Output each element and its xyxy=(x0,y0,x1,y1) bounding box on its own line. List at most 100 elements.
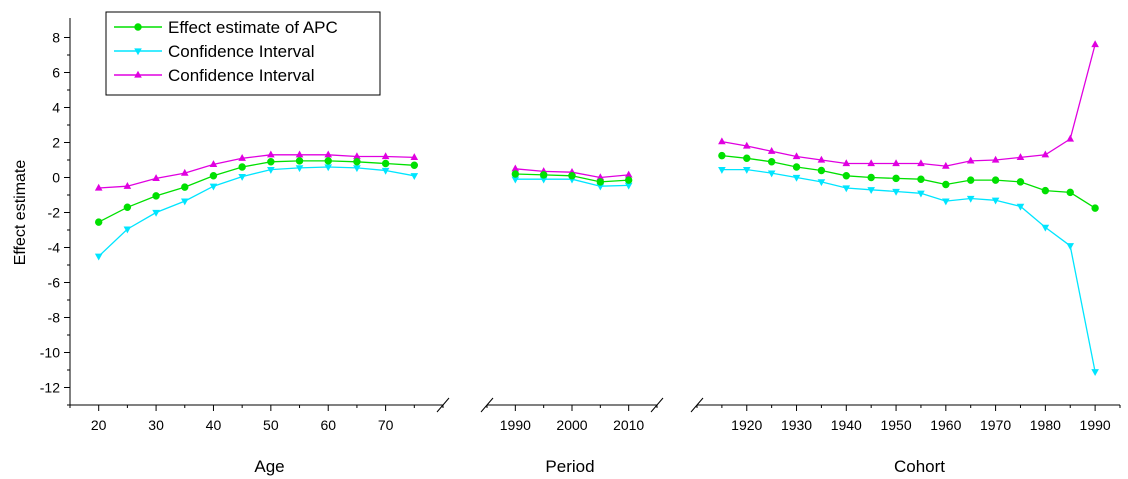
x-tick-label: 1980 xyxy=(1030,417,1061,433)
x-tick-label: 1930 xyxy=(781,417,812,433)
data-point xyxy=(381,159,390,168)
legend-label: Effect estimate of APC xyxy=(168,18,338,37)
series-2-2 xyxy=(718,40,1099,169)
y-tick-label: -6 xyxy=(48,275,61,291)
series-1-0 xyxy=(511,170,633,186)
x-tick-label: 1990 xyxy=(1080,417,1111,433)
data-point xyxy=(324,157,332,165)
data-point xyxy=(966,195,975,203)
x-tick-label: 60 xyxy=(320,417,336,433)
series-line xyxy=(721,44,1096,167)
data-point xyxy=(1091,204,1099,212)
data-point xyxy=(817,155,826,163)
y-axis-title: Effect estimate xyxy=(12,160,29,266)
data-point xyxy=(892,188,900,196)
data-point xyxy=(624,170,633,178)
data-point xyxy=(324,150,333,158)
y-tick-label: -2 xyxy=(48,205,61,221)
legend-box xyxy=(105,11,381,96)
data-point xyxy=(867,187,875,194)
data-point xyxy=(892,174,900,183)
series-line xyxy=(98,160,415,223)
y-tick-label: 2 xyxy=(52,135,60,151)
data-point xyxy=(817,166,826,175)
data-point xyxy=(842,172,850,180)
data-point xyxy=(718,167,726,174)
data-point xyxy=(209,172,218,180)
legend-label: Confidence Interval xyxy=(168,42,314,61)
data-point xyxy=(511,164,520,172)
data-point xyxy=(1041,186,1050,195)
data-point xyxy=(917,190,925,198)
data-point xyxy=(539,176,548,184)
data-point xyxy=(792,163,801,171)
data-point xyxy=(1091,40,1099,48)
y-tick-label: -4 xyxy=(48,240,61,256)
data-point xyxy=(152,174,160,181)
data-point xyxy=(767,147,776,154)
series-0-1 xyxy=(94,164,419,261)
panel-label: Period xyxy=(545,457,594,476)
data-point xyxy=(624,182,633,190)
data-point xyxy=(942,198,950,206)
data-point xyxy=(267,158,275,166)
data-point xyxy=(596,183,605,191)
legend-entry: Confidence Interval xyxy=(114,42,314,61)
data-point xyxy=(1091,369,1099,376)
series-line xyxy=(721,154,1096,209)
legend-marker xyxy=(134,48,142,56)
series-0-0 xyxy=(94,157,419,226)
data-point xyxy=(792,174,801,182)
data-point xyxy=(410,161,419,169)
data-point xyxy=(1066,188,1074,197)
series-line xyxy=(721,168,1096,372)
legend: Effect estimate of APC Confidence Interva… xyxy=(105,11,381,96)
data-point xyxy=(152,192,160,200)
data-point xyxy=(94,253,103,261)
data-point xyxy=(792,152,801,160)
data-point xyxy=(842,159,851,167)
data-point xyxy=(867,159,875,167)
y-tick-label: 6 xyxy=(52,65,60,81)
y-tick-label: 8 xyxy=(52,30,60,46)
y-tick-label: -12 xyxy=(40,380,60,396)
data-point xyxy=(123,226,132,234)
data-point xyxy=(817,179,826,187)
panel-label: Cohort xyxy=(894,457,945,476)
data-point xyxy=(967,176,975,184)
data-point xyxy=(718,151,726,160)
data-point xyxy=(295,150,304,158)
data-point xyxy=(123,182,132,189)
x-tick-label: 1940 xyxy=(831,417,862,433)
data-point xyxy=(511,176,520,184)
x-tick-label: 1970 xyxy=(980,417,1011,433)
data-point xyxy=(892,159,900,167)
data-point xyxy=(180,168,189,176)
data-point xyxy=(867,173,875,182)
data-point xyxy=(94,183,103,191)
data-point xyxy=(267,150,275,158)
x-tick-label: 1990 xyxy=(500,417,531,433)
data-point xyxy=(381,152,390,160)
data-point xyxy=(966,156,975,164)
series-layer xyxy=(94,40,1099,376)
series-2-1 xyxy=(718,167,1099,376)
data-point xyxy=(767,158,776,166)
data-point xyxy=(94,218,103,226)
data-point xyxy=(324,164,333,172)
data-point xyxy=(624,176,633,184)
data-point xyxy=(209,183,218,191)
series-line xyxy=(98,166,415,257)
data-point xyxy=(381,167,390,175)
data-point xyxy=(295,157,304,165)
data-point xyxy=(991,197,1000,205)
y-tick-label: -10 xyxy=(40,345,60,361)
x-tick-label: 20 xyxy=(91,417,107,433)
data-point xyxy=(718,137,726,145)
series-0-2 xyxy=(94,150,419,191)
legend-entry: Confidence Interval xyxy=(114,66,314,85)
data-point xyxy=(1066,243,1075,250)
y-tick-label: 0 xyxy=(52,170,60,186)
data-point xyxy=(180,198,189,206)
